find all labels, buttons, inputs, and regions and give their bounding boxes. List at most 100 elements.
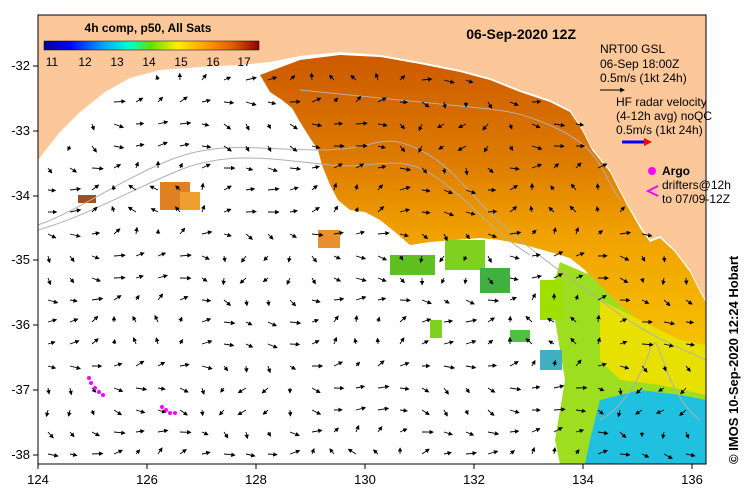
velocity-arrow — [377, 406, 390, 412]
velocity-arrow — [509, 185, 519, 191]
velocity-arrow — [157, 96, 164, 103]
x-tick-label: 136 — [681, 472, 703, 487]
velocity-arrow — [641, 232, 653, 238]
velocity-arrow — [619, 255, 630, 261]
velocity-arrow — [575, 252, 585, 257]
velocity-arrow — [223, 299, 232, 306]
velocity-arrow — [570, 337, 577, 345]
y-tick-label: -32 — [11, 58, 30, 73]
velocity-arrow — [421, 167, 428, 174]
velocity-arrow — [179, 120, 192, 126]
velocity-arrow — [91, 166, 104, 171]
velocity-arrow — [135, 386, 148, 392]
velocity-arrow — [222, 255, 227, 263]
velocity-arrow — [443, 79, 455, 84]
velocity-arrow — [127, 206, 137, 213]
velocity-arrow — [441, 277, 446, 285]
velocity-arrow — [374, 72, 380, 81]
velocity-arrow — [311, 428, 323, 434]
velocity-arrow — [289, 365, 297, 370]
velocity-arrow — [438, 145, 445, 150]
velocity-arrow — [597, 430, 609, 436]
velocity-arrow — [399, 361, 410, 367]
velocity-arrow — [531, 293, 536, 301]
velocity-arrow — [421, 77, 433, 82]
velocity-arrow — [355, 230, 366, 235]
velocity-arrow — [201, 431, 209, 436]
velocity-arrow — [597, 163, 608, 169]
velocity-arrow — [332, 182, 338, 191]
velocity-arrow — [464, 167, 469, 176]
velocity-arrow — [509, 206, 518, 213]
velocity-arrow — [113, 295, 122, 301]
velocity-arrow — [223, 232, 232, 238]
velocity-arrow — [443, 319, 454, 324]
velocity-arrow — [91, 145, 97, 153]
velocity-arrow — [531, 274, 542, 279]
velocity-arrow — [442, 101, 447, 109]
velocity-arrow — [487, 339, 494, 345]
velocity-arrow — [550, 185, 555, 191]
velocity-arrow — [67, 409, 72, 417]
velocity-arrow — [443, 299, 450, 304]
velocity-arrow — [575, 122, 585, 127]
velocity-arrow — [46, 255, 51, 264]
velocity-arrow — [287, 255, 292, 263]
velocity-arrow — [47, 167, 53, 174]
velocity-arrow — [310, 448, 315, 455]
velocity-arrow — [201, 450, 211, 456]
velocity-arrow — [134, 226, 139, 235]
velocity-arrow — [531, 145, 543, 151]
velocity-arrow — [333, 336, 338, 345]
velocity-arrow — [245, 166, 254, 172]
velocity-arrow — [597, 409, 604, 415]
velocity-arrow — [355, 424, 360, 433]
velocity-arrow — [157, 409, 167, 414]
velocity-arrow — [333, 277, 342, 282]
velocity-arrow — [508, 123, 513, 130]
velocity-arrow — [546, 318, 555, 323]
velocity-arrow — [619, 277, 629, 283]
nrt-title: NRT00 GSL — [600, 42, 665, 56]
velocity-arrow — [531, 229, 537, 235]
velocity-arrow — [69, 431, 75, 438]
velocity-arrow — [201, 298, 212, 303]
velocity-arrow — [487, 450, 499, 455]
velocity-arrow — [509, 386, 522, 392]
velocity-arrow — [289, 449, 301, 455]
hf-scale-arrow-head — [644, 138, 652, 146]
velocity-arrow — [680, 387, 687, 395]
velocity-arrow — [289, 123, 298, 130]
velocity-arrow — [239, 277, 247, 284]
velocity-arrow — [553, 427, 563, 433]
velocity-arrow — [399, 145, 406, 153]
velocity-arrow — [149, 185, 159, 191]
velocity-arrow — [509, 450, 516, 455]
velocity-arrow — [377, 231, 390, 236]
velocity-arrow — [223, 185, 232, 191]
velocity-arrow — [575, 274, 584, 279]
velocity-arrow — [662, 365, 667, 372]
velocity-arrow — [90, 409, 95, 416]
velocity-arrow — [135, 252, 145, 257]
velocity-arrow — [355, 277, 367, 282]
velocity-arrow — [113, 409, 123, 416]
velocity-arrow — [155, 337, 160, 345]
velocity-arrow — [377, 205, 385, 213]
x-tick-label: 132 — [463, 472, 485, 487]
velocity-arrow — [266, 123, 271, 130]
velocity-arrow — [353, 337, 358, 345]
velocity-arrow — [509, 276, 519, 282]
velocity-arrow — [333, 297, 345, 302]
velocity-arrow — [262, 409, 269, 415]
velocity-arrow — [267, 76, 278, 81]
velocity-arrow — [91, 296, 104, 302]
velocity-arrow — [641, 255, 646, 262]
velocity-arrow — [596, 337, 601, 345]
velocity-arrow — [465, 189, 477, 195]
velocity-arrow — [311, 165, 320, 170]
velocity-arrow — [531, 123, 541, 129]
hf-scale: 0.5m/s (1kt 24h) — [616, 123, 703, 137]
velocity-arrow — [69, 318, 79, 323]
velocity-arrow — [597, 230, 604, 235]
